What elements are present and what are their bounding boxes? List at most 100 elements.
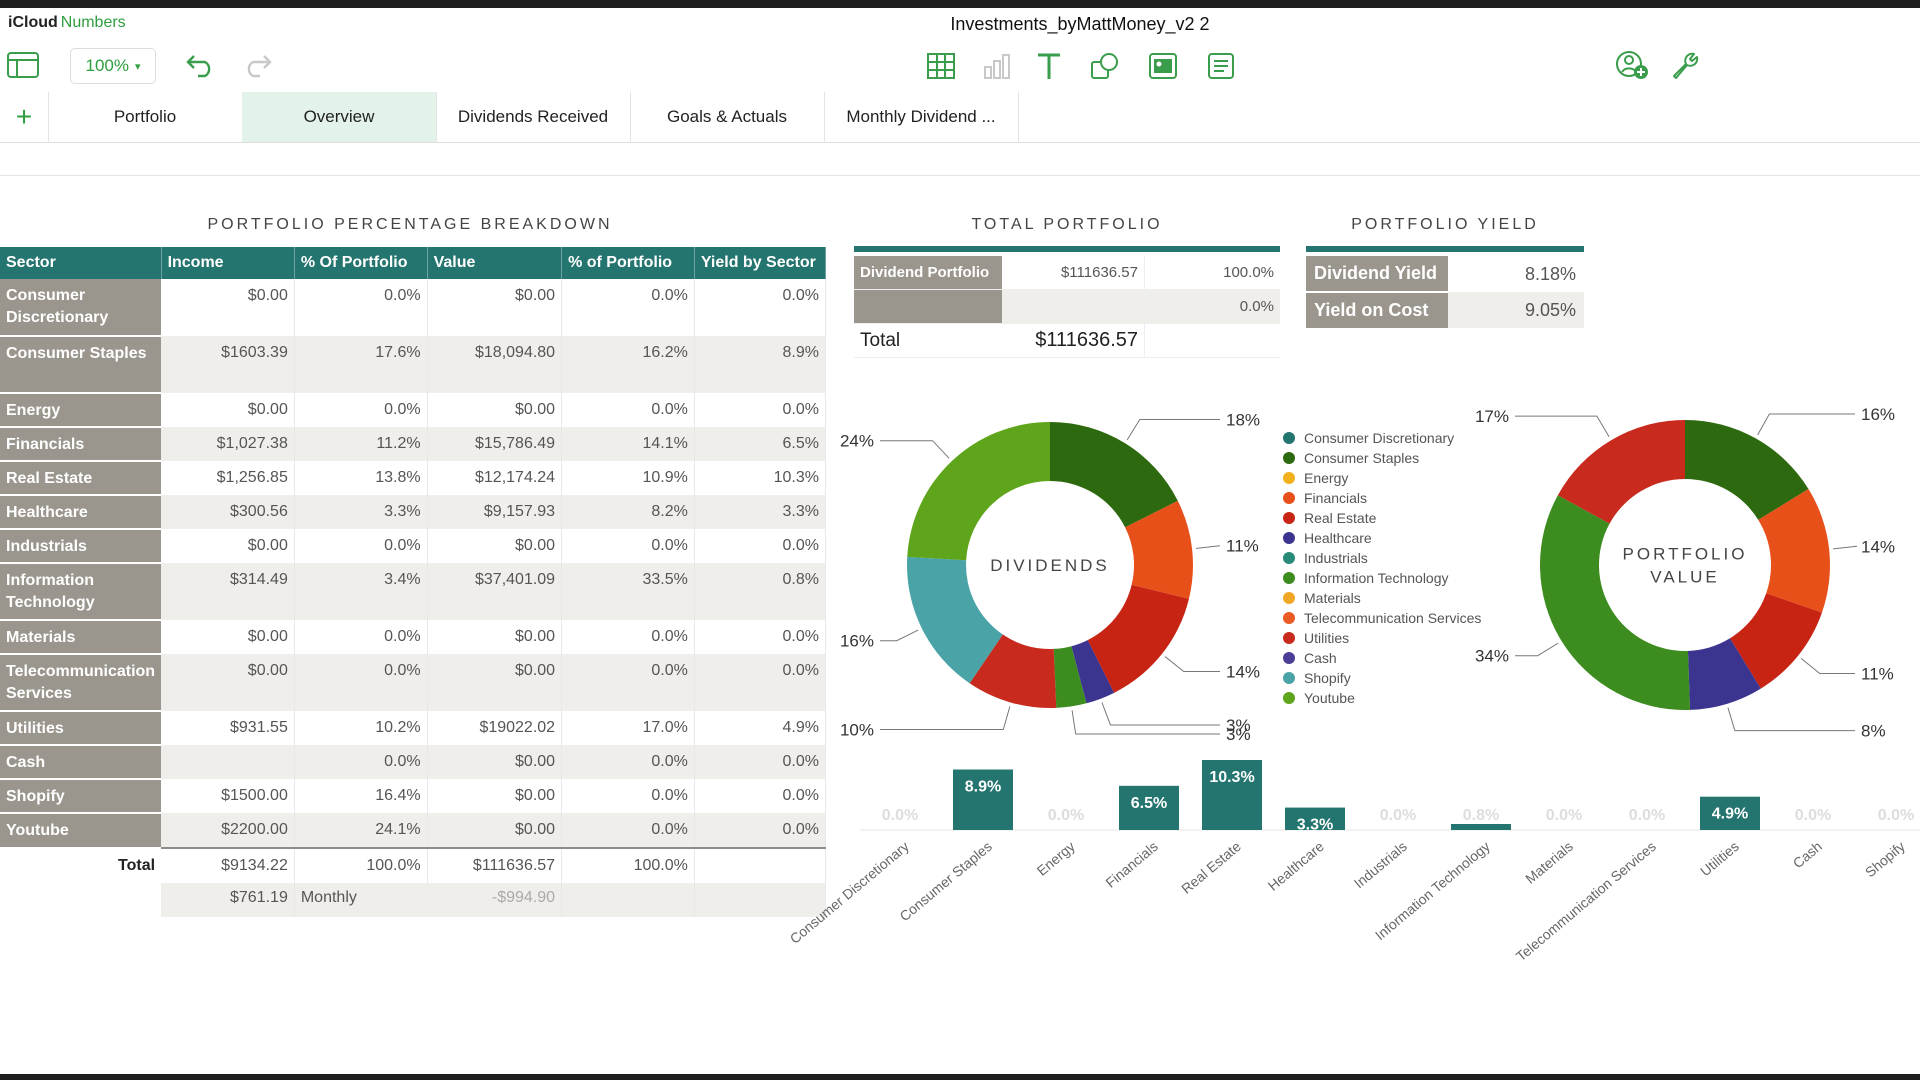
value-cell[interactable]: $0.00 [427,745,563,779]
yield-cell[interactable]: 3.3% [694,495,827,529]
income-cell[interactable]: $1,027.38 [161,427,295,461]
income-cell[interactable]: $0.00 [161,393,295,427]
income-cell[interactable]: $1500.00 [161,779,295,813]
empty-label-cell[interactable] [854,289,1002,324]
value-cell[interactable]: $0.00 [427,620,563,654]
income-cell[interactable] [161,745,295,779]
comment-icon[interactable] [1204,50,1238,82]
sector-cell[interactable]: Youtube [0,813,162,849]
yield-cell[interactable]: 0.0% [694,620,827,654]
pct-value-cell[interactable]: 0.0% [561,620,695,654]
income-cell[interactable]: $0.00 [161,529,295,563]
yield-on-cost-label[interactable]: Yield on Cost [1306,291,1448,328]
value-cell[interactable]: $12,174.24 [427,461,563,495]
column-header[interactable]: Value [427,247,563,279]
add-sheet-button[interactable]: + [0,92,49,142]
dividend-portfolio-label[interactable]: Dividend Portfolio [854,256,1002,290]
value-cell[interactable]: $0.00 [427,779,563,813]
yield-cell[interactable]: 0.0% [694,779,827,813]
pct-income-cell[interactable]: 11.2% [294,427,428,461]
yield-cell[interactable]: 0.0% [694,529,827,563]
sector-cell[interactable]: Financials [0,427,162,462]
pct-value-cell[interactable]: 16.2% [561,336,695,393]
value-cell[interactable]: $0.00 [427,279,563,336]
monthly-empty-cell[interactable] [561,883,695,917]
sector-cell[interactable]: Cash [0,745,162,780]
yield-cell[interactable]: 0.0% [694,654,827,711]
pct-value-cell[interactable]: 0.0% [561,779,695,813]
pct-value-cell[interactable]: 0.0% [561,529,695,563]
pct-value-cell[interactable]: 14.1% [561,427,695,461]
total-income[interactable]: $9134.22 [161,847,295,883]
pct-value-cell[interactable]: 0.0% [561,393,695,427]
total-empty-cell[interactable] [694,847,827,883]
column-header[interactable]: % of Portfolio [561,247,695,279]
tab-dividends-received[interactable]: Dividends Received [436,92,631,142]
total-portfolio-total-value[interactable]: $111636.57 [1002,323,1145,358]
text-icon[interactable] [1032,50,1066,82]
yield-cell[interactable]: 0.8% [694,563,827,620]
tab-goals-actuals[interactable]: Goals & Actuals [630,92,825,142]
pct-value-cell[interactable]: 0.0% [561,279,695,336]
pct-income-cell[interactable]: 3.3% [294,495,428,529]
value-cell[interactable]: $9,157.93 [427,495,563,529]
sector-cell[interactable]: Real Estate [0,461,162,496]
sector-cell[interactable]: Information Technology [0,563,162,621]
total-label[interactable]: Total [0,847,162,883]
monthly-value[interactable]: -$994.90 [427,883,563,917]
value-cell[interactable]: $19022.02 [427,711,563,745]
monthly-empty-cell[interactable] [0,883,162,917]
income-cell[interactable]: $300.56 [161,495,295,529]
value-cell[interactable]: $0.00 [427,813,563,848]
sector-cell[interactable]: Telecommunication Services [0,654,162,712]
pct-value-cell[interactable]: 10.9% [561,461,695,495]
sector-cell[interactable]: Industrials [0,529,162,564]
value-cell[interactable]: $18,094.80 [427,336,563,393]
pct-income-cell[interactable]: 16.4% [294,779,428,813]
income-cell[interactable]: $0.00 [161,279,295,336]
monthly-income[interactable]: $761.19 [161,883,295,917]
dividend-portfolio-value[interactable]: $111636.57 [1002,256,1145,290]
pct-income-cell[interactable]: 0.0% [294,654,428,711]
pct-value-cell[interactable]: 0.0% [561,813,695,848]
pct-income-cell[interactable]: 10.2% [294,711,428,745]
pct-income-cell[interactable]: 0.0% [294,529,428,563]
total-portfolio-total-label[interactable]: Total [854,323,1002,358]
column-header[interactable]: Income [161,247,295,279]
yield-cell[interactable]: 0.0% [694,279,827,336]
sector-cell[interactable]: Shopify [0,779,162,814]
value-cell[interactable]: $37,401.09 [427,563,563,620]
collaborate-icon[interactable] [1614,48,1650,82]
pct-income-cell[interactable]: 24.1% [294,813,428,848]
pct-income-cell[interactable]: 17.6% [294,336,428,393]
yield-cell[interactable]: 4.9% [694,711,827,745]
sidebar-toggle-icon[interactable] [6,50,40,80]
income-cell[interactable]: $0.00 [161,620,295,654]
pct-value-cell[interactable]: 8.2% [561,495,695,529]
monthly-empty-cell[interactable] [694,883,827,917]
yield-cell[interactable]: 0.0% [694,393,827,427]
pct-income-cell[interactable]: 0.0% [294,393,428,427]
column-header[interactable]: % Of Portfolio [294,247,428,279]
shape-icon[interactable] [1088,50,1122,82]
pct-value-cell[interactable]: 0.0% [561,745,695,779]
media-icon[interactable] [1146,50,1180,82]
column-header[interactable]: Yield by Sector [694,247,827,279]
redo-icon[interactable] [240,50,274,80]
yield-cell[interactable]: 6.5% [694,427,827,461]
undo-icon[interactable] [184,50,218,80]
value-cell[interactable]: $0.00 [427,529,563,563]
total-pct-income[interactable]: 100.0% [294,847,428,883]
second-row-pct[interactable]: 0.0% [1144,289,1280,324]
pct-income-cell[interactable]: 0.0% [294,620,428,654]
pct-income-cell[interactable]: 0.0% [294,745,428,779]
pct-income-cell[interactable]: 13.8% [294,461,428,495]
sector-cell[interactable]: Energy [0,393,162,428]
sector-cell[interactable]: Healthcare [0,495,162,530]
value-cell[interactable]: $15,786.49 [427,427,563,461]
dividend-portfolio-pct[interactable]: 100.0% [1144,256,1280,290]
yield-cell[interactable]: 0.0% [694,813,827,848]
income-cell[interactable]: $2200.00 [161,813,295,848]
value-cell[interactable]: $0.00 [427,654,563,711]
empty-value-cell[interactable] [1002,289,1145,324]
